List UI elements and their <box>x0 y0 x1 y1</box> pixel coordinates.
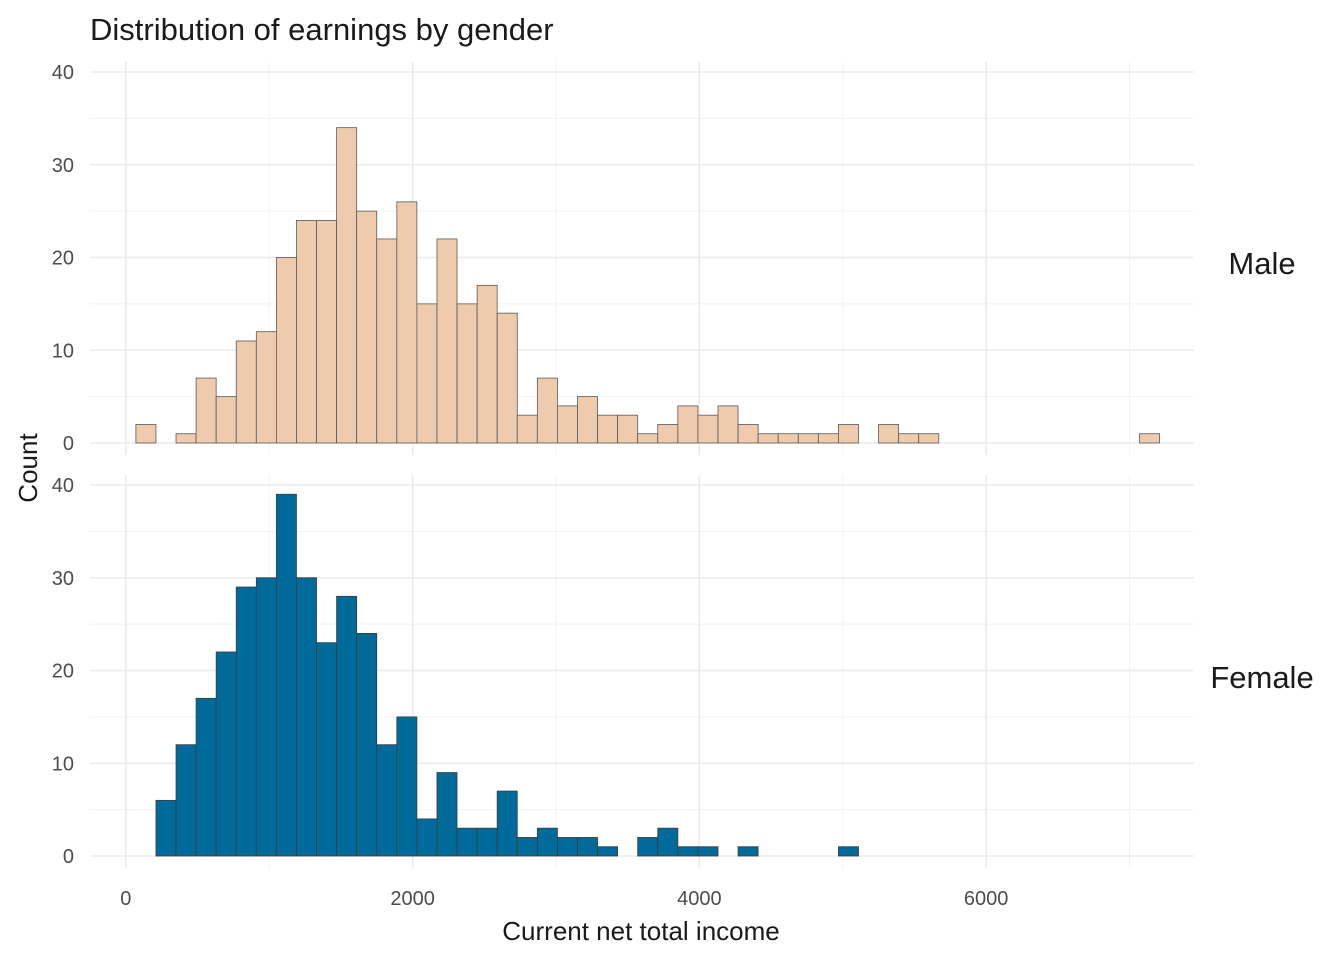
histogram-bar <box>396 201 418 444</box>
histogram-bar <box>516 414 538 444</box>
histogram-bar <box>356 633 378 857</box>
histogram-bar <box>536 377 558 444</box>
histogram-bar <box>316 219 338 444</box>
histogram-bar <box>577 396 598 444</box>
histogram-bar <box>717 405 739 444</box>
histogram-bar <box>757 433 779 444</box>
panel-female: 0 10 20 30 40 Female <box>52 475 1314 868</box>
histogram-bar <box>516 837 538 857</box>
x-tick-label: 4000 <box>677 888 722 910</box>
histogram-bar <box>677 405 699 444</box>
histogram-bar <box>436 238 458 444</box>
histogram-bar <box>275 493 297 857</box>
y-tick-label: 10 <box>52 340 74 362</box>
histogram-bar <box>1139 433 1160 444</box>
histogram-bar <box>496 790 518 857</box>
histogram-bar <box>737 424 759 444</box>
histogram-bar <box>476 284 498 444</box>
y-ticks-female: 0 10 20 30 40 <box>52 475 74 868</box>
strip-label-female: Female <box>1210 660 1313 695</box>
histogram-bar <box>777 433 799 444</box>
y-tick-label: 10 <box>52 753 74 775</box>
histogram-bar <box>456 827 478 857</box>
x-tick-label: 0 <box>120 888 131 910</box>
histogram-bar <box>697 846 719 857</box>
histogram-bar <box>456 303 478 444</box>
histogram-bar <box>135 424 157 444</box>
histogram-bar <box>476 827 498 857</box>
bars-female <box>155 493 859 857</box>
histogram-bar <box>918 433 940 444</box>
histogram-bar <box>376 238 398 444</box>
y-tick-label: 40 <box>52 62 74 84</box>
histogram-bar <box>737 846 759 857</box>
histogram-bar <box>697 414 719 444</box>
histogram-bar <box>255 331 277 444</box>
histogram-bar <box>577 837 598 857</box>
histogram-bar <box>597 414 619 444</box>
histogram-bar <box>557 405 578 444</box>
histogram-bar <box>155 799 177 857</box>
histogram-bar <box>316 642 338 857</box>
histogram-bar <box>215 396 237 444</box>
histogram-bar <box>436 772 458 857</box>
histogram-bar <box>275 257 297 444</box>
histogram-bar <box>416 818 438 857</box>
y-ticks-male: 0 10 20 30 40 <box>52 62 74 455</box>
histogram-bar <box>255 577 277 857</box>
histogram-bar <box>597 846 619 857</box>
histogram-bar <box>195 377 217 444</box>
x-ticks: 0 2000 4000 6000 <box>120 888 1008 910</box>
histogram-bar <box>838 424 859 444</box>
y-tick-label: 0 <box>63 433 74 455</box>
histogram-bar <box>235 586 257 857</box>
x-tick-label: 2000 <box>390 888 435 910</box>
histogram-bar <box>496 312 518 444</box>
histogram-bar <box>396 716 418 857</box>
histogram-bar <box>356 210 378 444</box>
histogram-bar <box>878 424 900 444</box>
histogram-bar <box>557 837 578 857</box>
y-tick-label: 0 <box>63 846 74 868</box>
histogram-bar <box>336 595 358 857</box>
histogram-bar <box>376 744 398 857</box>
histogram-bar <box>175 744 197 857</box>
x-axis-title: Current net total income <box>502 916 779 946</box>
histogram-bar <box>416 303 438 444</box>
histogram-bar <box>536 827 558 857</box>
histogram-bar <box>657 827 679 857</box>
histogram-bar <box>296 219 317 444</box>
histogram-bar <box>797 433 819 444</box>
y-tick-label: 30 <box>52 155 74 177</box>
histogram-bar <box>838 846 859 857</box>
histogram-bar <box>235 340 257 444</box>
histogram-bar <box>817 433 839 444</box>
histogram-bar <box>195 697 217 857</box>
histogram-bar <box>898 433 920 444</box>
histogram-bar <box>336 127 358 444</box>
histogram-bar <box>215 651 237 857</box>
strip-label-male: Male <box>1228 246 1295 281</box>
panel-male: 0 10 20 30 40 Male <box>52 62 1296 455</box>
y-tick-label: 30 <box>52 568 74 590</box>
histogram-bar <box>657 424 679 444</box>
y-axis-title: Count <box>13 433 43 503</box>
bars-male <box>135 127 1160 444</box>
y-tick-label: 20 <box>52 248 74 270</box>
histogram-bar <box>677 846 699 857</box>
histogram-bar <box>617 414 639 444</box>
chart-title: Distribution of earnings by gender <box>90 12 554 47</box>
histogram-bar <box>637 837 659 857</box>
x-tick-label: 6000 <box>964 888 1009 910</box>
y-tick-label: 20 <box>52 661 74 683</box>
histogram-bar <box>175 433 197 444</box>
histogram-bar <box>296 577 317 857</box>
histogram-bar <box>637 433 659 444</box>
y-tick-label: 40 <box>52 475 74 497</box>
